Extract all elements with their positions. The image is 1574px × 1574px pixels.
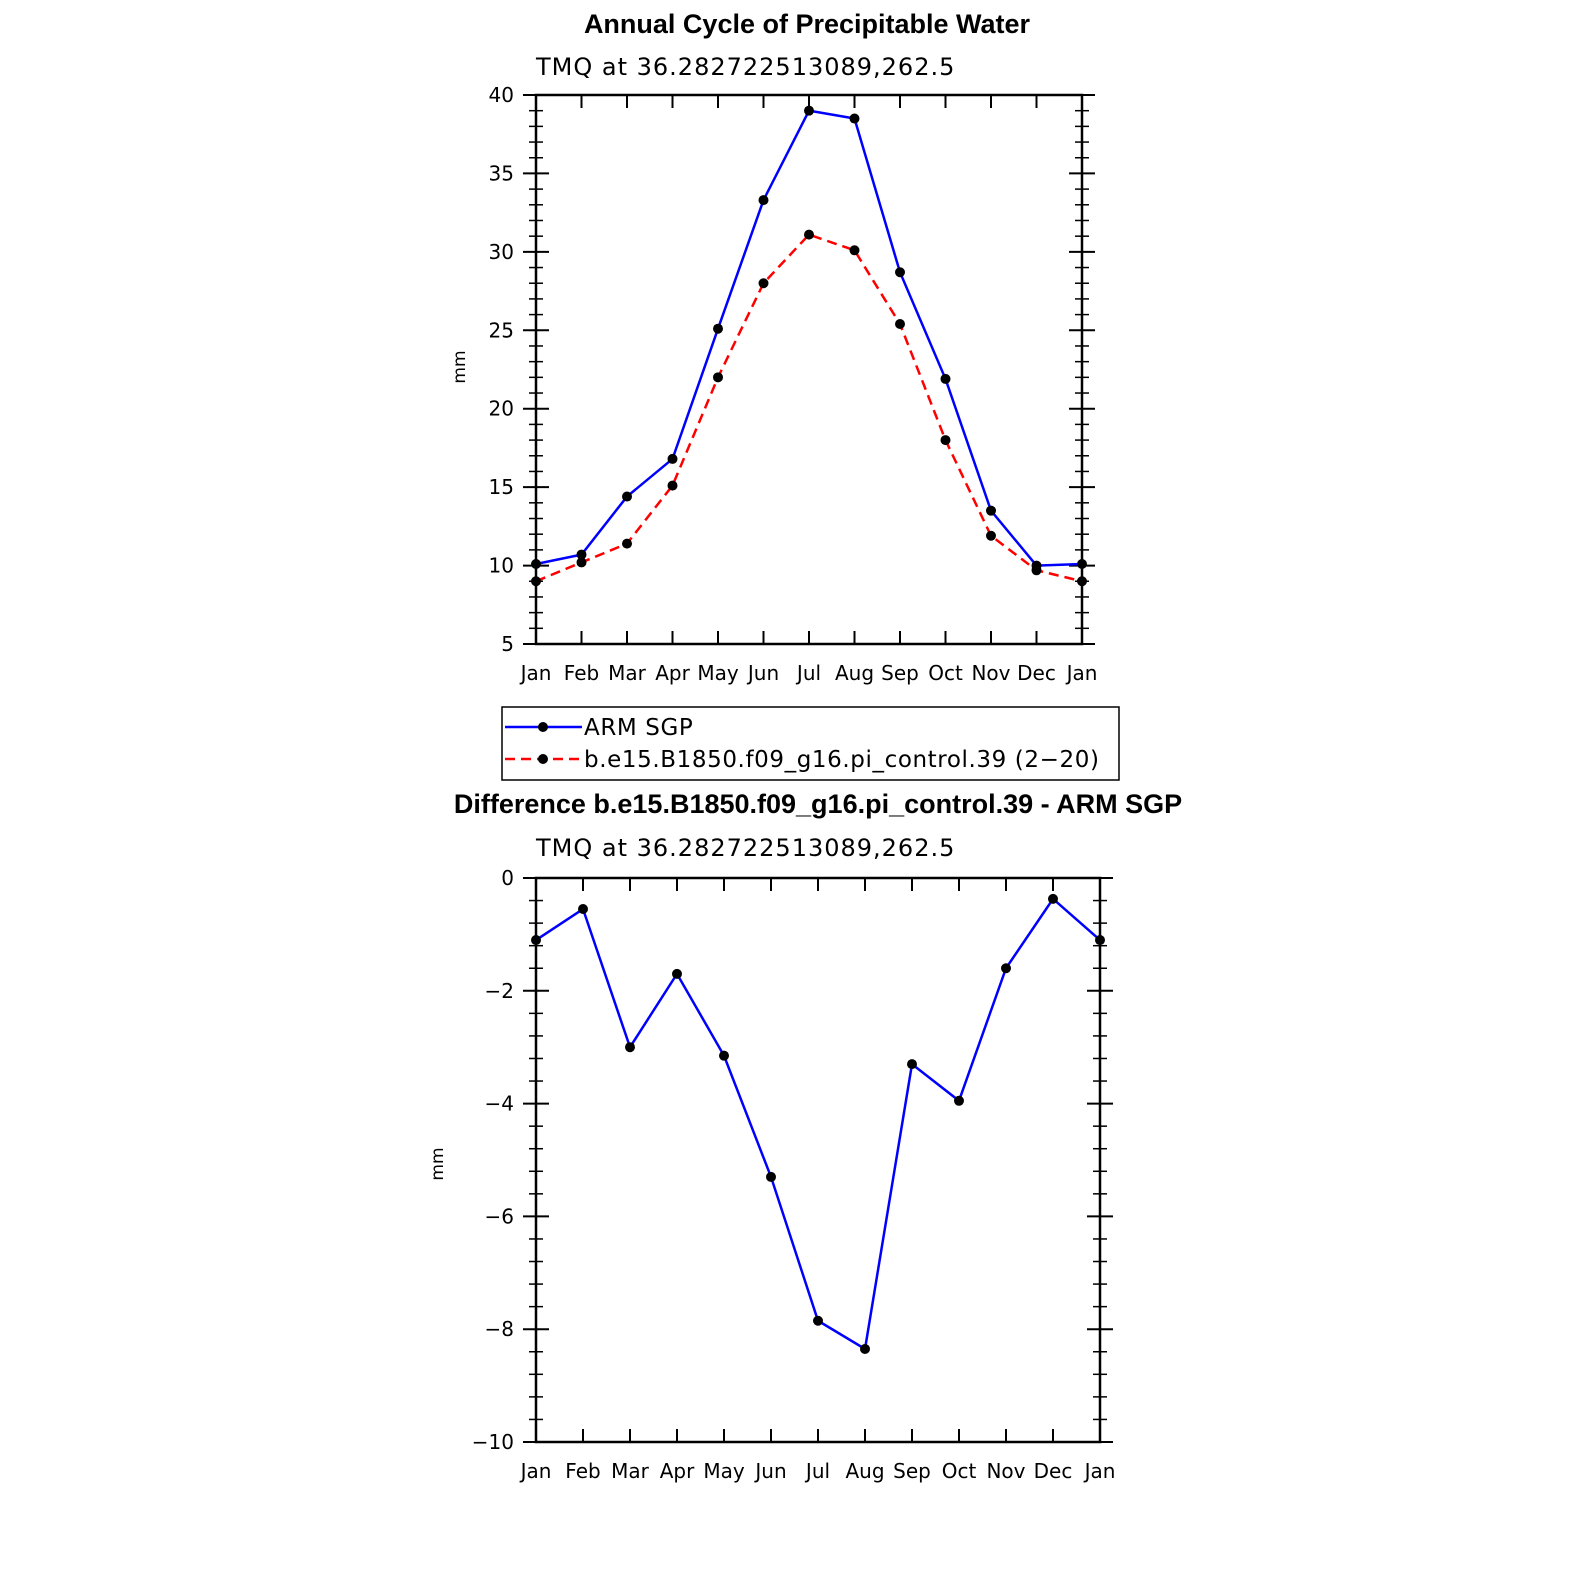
y-tick-label: 40 — [489, 83, 514, 107]
series-0-point — [1048, 893, 1058, 904]
series-1-point — [1031, 565, 1042, 576]
series-1-point — [576, 557, 587, 568]
series-1-point — [849, 245, 860, 256]
chart1-tick-labels: Jan Feb Mar Apr May Jun Jul Aug Sep Oct Nov Dec Jan5… — [489, 83, 1098, 685]
series-0-point — [1001, 963, 1011, 974]
chart1-series — [531, 105, 1087, 587]
series-0-point — [625, 1042, 635, 1053]
legend-marker-model — [538, 754, 548, 764]
series-0-point — [860, 1343, 870, 1354]
series-0-point — [895, 267, 905, 278]
chart1-subtitle: TMQ at 36.282722513089,262.5 — [535, 53, 955, 81]
x-tick-label: Jan — [1083, 1459, 1116, 1483]
y-tick-label: 15 — [489, 475, 514, 499]
y-tick-label: 0 — [501, 866, 514, 890]
series-0-point — [940, 373, 951, 384]
series-1-point — [667, 480, 678, 491]
difference-chart: Difference b.e15.B1850.f09_g16.pi_contro… — [428, 789, 1182, 1483]
x-tick-label: May — [697, 661, 739, 685]
series-1-point — [804, 229, 814, 240]
x-tick-label: Oct — [928, 661, 963, 685]
x-tick-label: Jun — [753, 1459, 786, 1483]
annual-cycle-chart: Annual Cycle of Precipitable Water TMQ a… — [450, 9, 1097, 685]
x-tick-label: Oct — [942, 1459, 977, 1483]
y-tick-label: 30 — [489, 240, 514, 264]
series-0-point — [804, 105, 814, 116]
legend-label-arm-sgp: ARM SGP — [584, 715, 693, 741]
series-0-point — [719, 1050, 729, 1061]
series-0-point — [986, 505, 996, 516]
series-0-point — [758, 195, 769, 206]
x-tick-label: Apr — [660, 1459, 695, 1483]
x-tick-label: Jan — [519, 1459, 552, 1483]
series-1-point — [758, 278, 769, 289]
chart1-y-axis-label: mm — [450, 350, 470, 383]
x-tick-label: Jun — [746, 661, 779, 685]
chart2-y-axis-label: mm — [428, 1147, 448, 1180]
series-0-point — [578, 904, 588, 915]
legend-marker-arm-sgp — [538, 722, 548, 732]
series-0-point — [954, 1095, 964, 1106]
chart2-plot-frame — [534, 876, 1102, 1444]
x-tick-label: Aug — [845, 1459, 884, 1483]
x-tick-label: Feb — [564, 661, 599, 685]
x-tick-label: Feb — [565, 1459, 600, 1483]
x-tick-label: Dec — [1034, 1459, 1073, 1483]
series-0-point — [907, 1059, 917, 1070]
series-1-point — [622, 538, 632, 549]
chart1-plot-frame — [534, 93, 1084, 646]
y-tick-label: 35 — [489, 161, 514, 185]
legend-label-model: b.e15.B1850.f09_g16.pi_control.39 (2−20) — [584, 747, 1100, 773]
chart1-title: Annual Cycle of Precipitable Water — [584, 9, 1031, 39]
series-0-point — [813, 1315, 823, 1326]
chart2-title: Difference b.e15.B1850.f09_g16.pi_contro… — [454, 789, 1182, 819]
series-1-point — [986, 530, 996, 541]
x-tick-label: Mar — [608, 661, 647, 685]
x-tick-label: Jan — [519, 661, 552, 685]
x-tick-label: Mar — [611, 1459, 650, 1483]
y-tick-label: −4 — [485, 1092, 514, 1116]
chart2-subtitle: TMQ at 36.282722513089,262.5 — [535, 834, 955, 862]
y-tick-label: 20 — [489, 397, 514, 421]
y-tick-label: 10 — [489, 554, 514, 578]
x-tick-label: Dec — [1017, 661, 1056, 685]
y-tick-label: −6 — [485, 1204, 514, 1228]
legend: ARM SGP b.e15.B1850.f09_g16.pi_control.3… — [501, 706, 1120, 781]
x-tick-label: Jul — [795, 661, 821, 685]
y-tick-label: 5 — [501, 632, 514, 656]
x-tick-label: Sep — [881, 661, 919, 685]
legend-box — [501, 706, 1120, 781]
series-0-point — [766, 1171, 776, 1182]
x-tick-label: Nov — [986, 1459, 1025, 1483]
chart2-series — [531, 893, 1105, 1354]
y-tick-label: −2 — [485, 979, 514, 1003]
series-1-point — [713, 372, 723, 383]
series-0-point — [622, 491, 632, 502]
x-tick-label: Apr — [655, 661, 690, 685]
x-tick-label: Nov — [971, 661, 1010, 685]
x-tick-label: May — [703, 1459, 745, 1483]
y-tick-label: −10 — [472, 1430, 514, 1454]
series-1-point — [940, 435, 951, 446]
series-0-point — [667, 453, 678, 464]
y-tick-label: −8 — [485, 1317, 514, 1341]
series-0-point — [849, 113, 860, 124]
series-0-point — [672, 968, 682, 979]
series-0-point — [576, 549, 587, 560]
x-tick-label: Jul — [804, 1459, 830, 1483]
x-tick-label: Aug — [835, 661, 874, 685]
x-tick-label: Sep — [893, 1459, 931, 1483]
series-0-point — [713, 323, 723, 334]
x-tick-label: Jan — [1065, 661, 1098, 685]
y-tick-label: 25 — [489, 318, 514, 342]
series-1-point — [895, 319, 905, 330]
chart2-tick-labels: Jan Feb Mar Apr May Jun Jul Aug Sep Oct Nov Dec Jan−… — [472, 866, 1116, 1483]
